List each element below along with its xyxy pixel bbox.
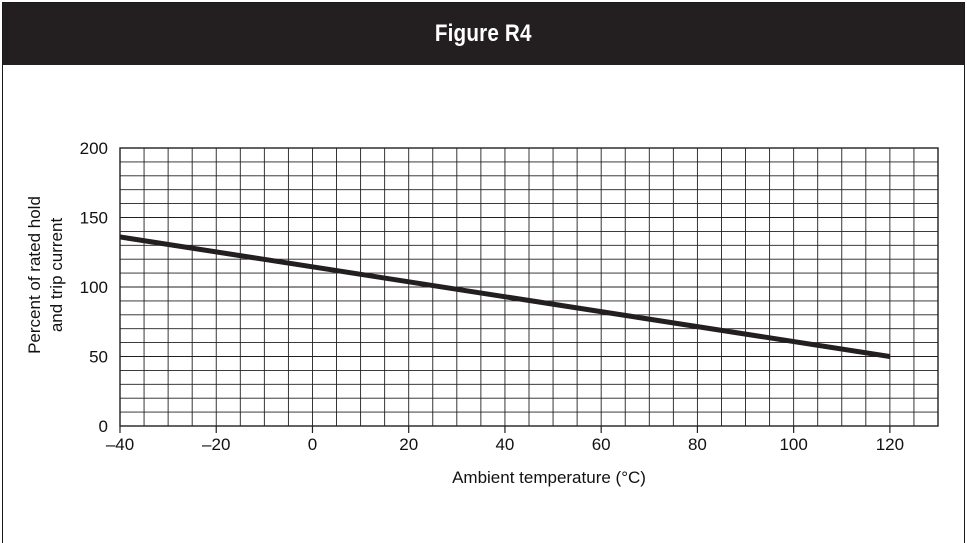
- y-axis-title-line-2: and trip current: [47, 218, 66, 333]
- x-tick-label: 0: [308, 435, 317, 454]
- x-axis-title: Ambient temperature (°C): [452, 468, 646, 487]
- plot-area-border: [119, 147, 939, 427]
- y-axis-title-line-1: Percent of rated hold: [25, 196, 44, 354]
- x-tick-label: 40: [495, 435, 514, 454]
- x-tick-label: 120: [876, 435, 904, 454]
- x-tick-label: 20: [399, 435, 418, 454]
- series-line: [119, 234, 891, 359]
- axis-ticks: –40 –20 0 20 40 60 80 100 120 0 50 100 150 200: [80, 139, 904, 454]
- chart-series: [119, 234, 891, 359]
- y-tick-label: 50: [89, 348, 108, 367]
- figure-title: Figure R4: [435, 20, 532, 47]
- y-tick-label: 0: [99, 417, 108, 436]
- x-tick-label: –40: [106, 435, 134, 454]
- y-tick-label: 150: [80, 209, 108, 228]
- figure-header: Figure R4: [3, 3, 964, 65]
- y-axis-title: Percent of rated hold and trip current: [25, 196, 66, 354]
- chart-grid: [119, 147, 939, 427]
- x-tick-label: –20: [202, 435, 230, 454]
- x-tick-label: 60: [592, 435, 611, 454]
- y-tick-label: 200: [80, 139, 108, 158]
- x-tick-label: 80: [688, 435, 707, 454]
- y-tick-label: 100: [80, 278, 108, 297]
- x-tick-label: 100: [779, 435, 807, 454]
